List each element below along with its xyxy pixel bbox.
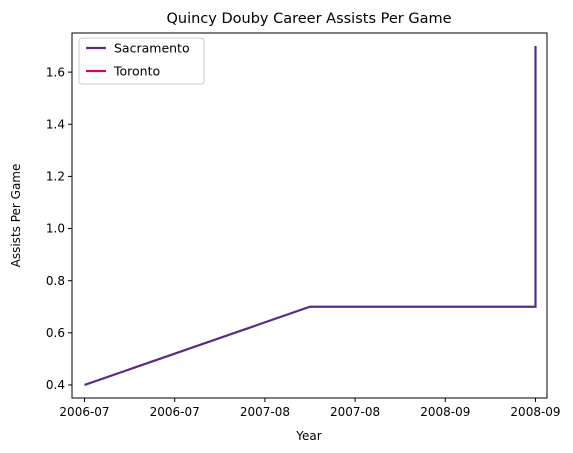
y-tick-label: 0.4 [46, 378, 65, 392]
x-tick-label: 2007-08 [240, 405, 290, 419]
y-tick-label: 1.2 [46, 170, 65, 184]
y-tick-label: 1.0 [46, 222, 65, 236]
legend: Sacramento Toronto [78, 37, 205, 85]
chart-title: Quincy Douby Career Assists Per Game [166, 11, 451, 27]
x-tick-label: 2007-08 [330, 405, 380, 419]
x-tick-label: 2006-07 [59, 405, 109, 419]
x-tick-label: 2006-07 [150, 405, 200, 419]
y-tick-label: 1.6 [46, 65, 65, 79]
x-axis-label: Year [295, 429, 321, 443]
legend-label-toronto: Toronto [113, 64, 160, 79]
y-tick-label: 0.8 [46, 274, 65, 288]
x-axis: 2006-07 2006-07 2007-08 2007-08 2008-09 2008-… [59, 398, 561, 419]
x-tick-label: 2008-09 [420, 405, 470, 419]
plot-area-frame [71, 32, 548, 399]
y-tick-label: 1.4 [46, 117, 65, 131]
series-line-sacramento [84, 46, 537, 387]
legend-label-sacramento: Sacramento [114, 41, 190, 56]
y-tick-label: 0.6 [46, 326, 65, 340]
legend-box [78, 37, 205, 85]
series-layer [84, 46, 537, 387]
y-axis-label: Assists Per Game [9, 164, 23, 268]
y-axis: 0.4 0.6 0.8 1.0 1.2 1.4 1.6 [46, 65, 72, 392]
x-tick-label: 2008-09 [510, 405, 560, 419]
